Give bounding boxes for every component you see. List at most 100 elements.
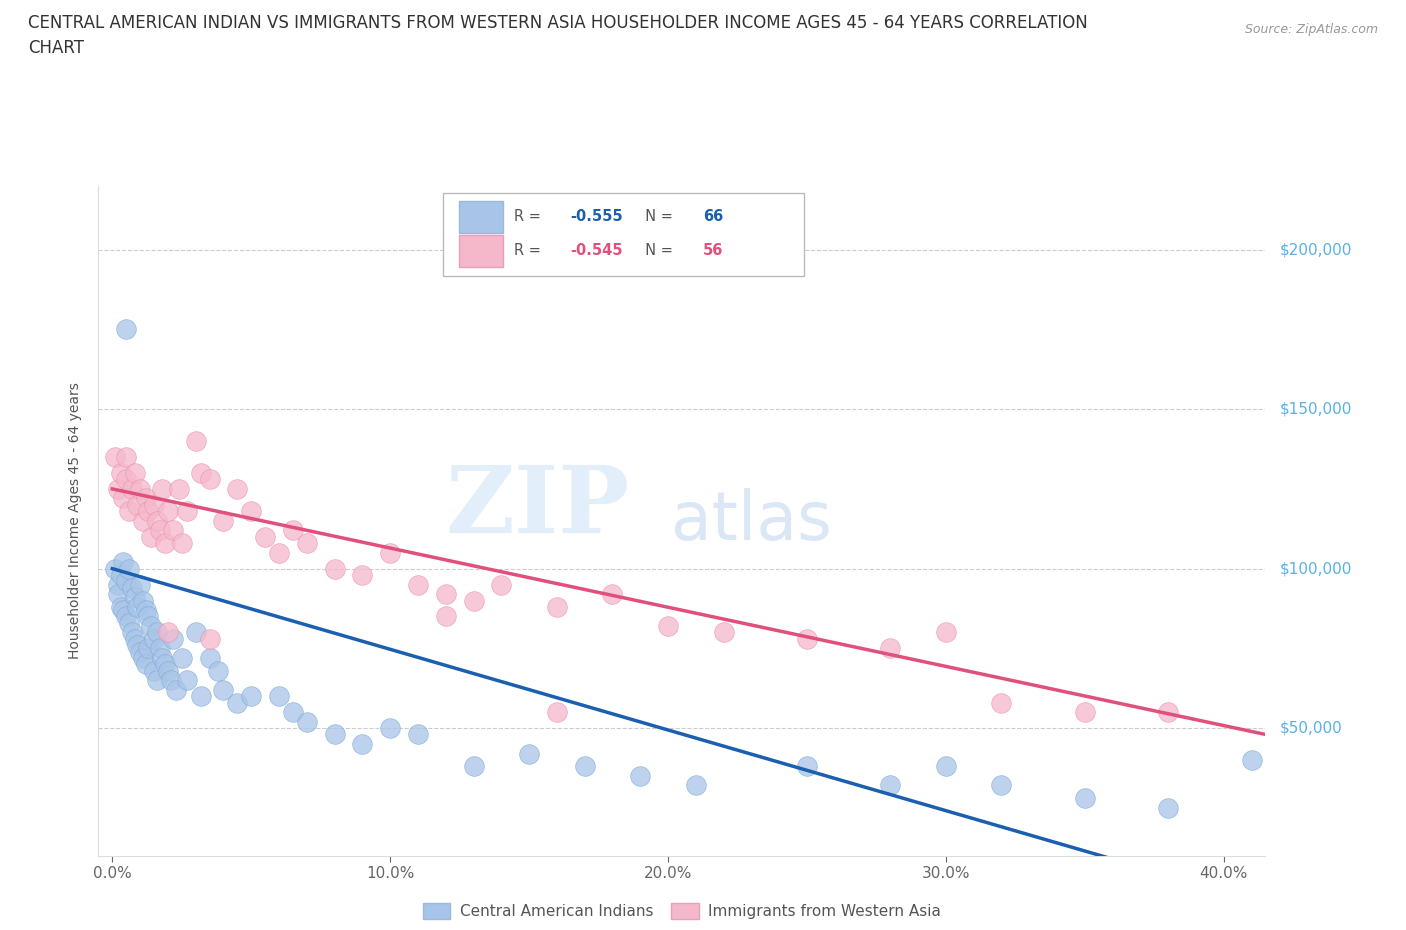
Point (267, 545, 290, 560)
Text: R =: R = (513, 209, 546, 224)
Point (115, 472, 138, 486)
Point (212, 513, 235, 528)
Point (115, 449, 138, 464)
Text: ZIP: ZIP (446, 462, 630, 552)
Text: $50,000: $50,000 (1279, 721, 1343, 736)
Point (124, 466, 146, 481)
Point (491, 578, 513, 592)
Point (127, 498, 149, 512)
Point (170, 536, 193, 551)
Point (176, 504, 198, 519)
Text: N =: N = (637, 244, 678, 259)
Point (118, 616, 141, 631)
Point (226, 695, 249, 710)
Point (1240, 752, 1263, 767)
Point (127, 600, 149, 615)
Point (517, 746, 540, 761)
Y-axis label: Householder Income Ages 45 - 64 years: Householder Income Ages 45 - 64 years (69, 382, 83, 659)
Point (352, 737, 374, 751)
Point (143, 498, 166, 512)
Point (162, 523, 184, 538)
Point (935, 759, 957, 774)
Point (124, 590, 146, 604)
Point (463, 593, 485, 608)
Point (207, 663, 229, 678)
Text: $100,000: $100,000 (1279, 561, 1351, 576)
Point (135, 657, 157, 671)
Point (190, 689, 212, 704)
Text: CHART: CHART (28, 39, 84, 57)
Point (107, 482, 129, 497)
Point (148, 523, 170, 538)
Point (165, 683, 187, 698)
Point (406, 727, 429, 742)
Point (406, 578, 429, 592)
Point (352, 567, 374, 582)
Point (132, 650, 155, 665)
Point (184, 625, 207, 640)
Point (112, 603, 135, 618)
Text: -0.545: -0.545 (569, 244, 623, 259)
Point (281, 705, 304, 720)
Point (156, 625, 179, 640)
Text: Source: ZipAtlas.com: Source: ZipAtlas.com (1244, 23, 1378, 36)
Point (112, 491, 135, 506)
Text: N =: N = (637, 209, 678, 224)
Point (138, 504, 160, 519)
Point (1074, 705, 1097, 720)
Point (138, 609, 160, 624)
Point (132, 593, 155, 608)
Point (121, 482, 143, 497)
Legend: Central American Indians, Immigrants from Western Asia: Central American Indians, Immigrants fro… (416, 897, 948, 925)
Point (796, 631, 818, 646)
Point (434, 587, 457, 602)
Point (110, 600, 132, 615)
Text: -0.555: -0.555 (569, 209, 623, 224)
Point (184, 433, 207, 448)
Point (150, 650, 173, 665)
Text: $200,000: $200,000 (1279, 243, 1351, 258)
Point (132, 513, 155, 528)
Point (150, 482, 173, 497)
Point (198, 472, 221, 486)
Point (135, 491, 157, 506)
Point (602, 587, 624, 602)
Point (121, 625, 143, 640)
Point (141, 618, 163, 633)
Point (935, 625, 957, 640)
Point (118, 504, 141, 519)
Point (198, 631, 221, 646)
Point (129, 644, 152, 659)
Point (146, 513, 169, 528)
Text: $150,000: $150,000 (1279, 402, 1351, 417)
Point (1157, 801, 1180, 816)
Point (240, 689, 263, 704)
Point (713, 625, 735, 640)
Point (190, 466, 212, 481)
Point (153, 536, 176, 551)
Text: atlas: atlas (672, 488, 832, 553)
Point (170, 650, 193, 665)
Point (990, 695, 1012, 710)
Point (141, 529, 163, 544)
Point (104, 561, 127, 576)
Point (1157, 705, 1180, 720)
Point (212, 683, 235, 698)
Point (657, 618, 679, 633)
Point (574, 759, 596, 774)
Point (118, 561, 141, 576)
Point (104, 449, 127, 464)
Point (176, 672, 198, 687)
Text: R =: R = (513, 244, 546, 259)
Point (463, 759, 485, 774)
Point (146, 672, 169, 687)
Point (240, 504, 263, 519)
Point (129, 578, 152, 592)
FancyBboxPatch shape (443, 193, 804, 276)
Point (323, 727, 346, 742)
Point (115, 609, 138, 624)
Point (135, 603, 157, 618)
Point (267, 689, 290, 704)
Point (254, 529, 277, 544)
Point (380, 721, 402, 736)
